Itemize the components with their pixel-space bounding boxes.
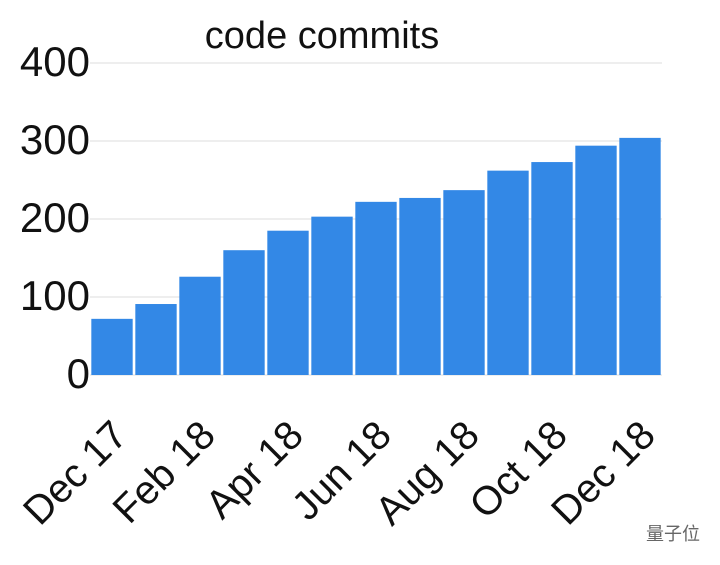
bar <box>531 162 573 375</box>
y-tick-label: 300 <box>20 116 90 163</box>
y-tick-label: 200 <box>20 194 90 241</box>
bar <box>267 230 309 375</box>
bar <box>575 145 617 375</box>
bar <box>399 197 441 375</box>
x-tick-label: Apr 18 <box>197 413 311 527</box>
y-tick-label: 0 <box>67 350 90 397</box>
bar <box>91 318 133 375</box>
bar <box>487 170 529 375</box>
y-tick-label: 400 <box>20 38 90 85</box>
x-tick-label: Dec 17 <box>15 413 136 534</box>
watermark: 量子位 <box>646 524 700 544</box>
chart-title: code commits <box>205 15 439 57</box>
bar <box>223 250 265 375</box>
bar <box>179 276 221 375</box>
bar <box>135 304 177 375</box>
bar <box>619 137 661 375</box>
bar <box>355 201 397 375</box>
y-tick-label: 100 <box>20 272 90 319</box>
bar <box>311 216 353 375</box>
bar <box>443 190 485 375</box>
